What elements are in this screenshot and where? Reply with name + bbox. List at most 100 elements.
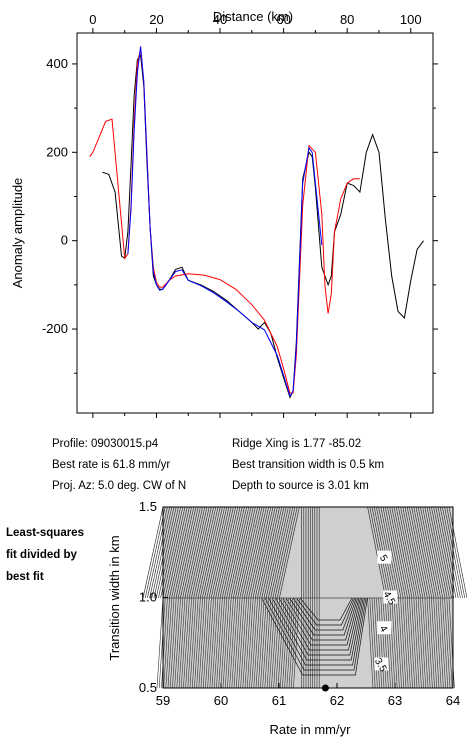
contour-line xyxy=(279,506,300,599)
contour-line xyxy=(226,506,247,599)
contour-line xyxy=(253,597,261,689)
contour-line xyxy=(207,597,214,689)
contour-line xyxy=(259,506,280,599)
contour-line xyxy=(285,597,358,641)
contour-line xyxy=(387,597,394,689)
contour-line xyxy=(292,597,356,631)
contour-line xyxy=(271,597,364,661)
contour-line xyxy=(435,597,442,689)
contour-line xyxy=(289,597,357,636)
x-tick-label: 62 xyxy=(330,693,344,708)
contour-line xyxy=(194,597,201,689)
proj-az-text: Proj. Az: 5.0 deg. CW of N xyxy=(52,480,187,492)
contour-line xyxy=(273,597,280,689)
bottom-x-ticks: 59 60 61 62 63 64 xyxy=(156,683,460,708)
top-y-axis-title: Anomaly amplitude xyxy=(10,178,25,289)
contour-line xyxy=(257,506,278,599)
best-fit-marker xyxy=(321,684,329,692)
contour-line xyxy=(406,506,426,599)
contour-line xyxy=(426,597,433,689)
contour-line xyxy=(171,506,192,599)
side-label-line-3: best fit xyxy=(6,571,44,583)
y-tick-label: 200 xyxy=(46,144,68,159)
contour-line xyxy=(296,597,354,626)
contour-line xyxy=(160,506,181,599)
contour-line xyxy=(265,506,287,599)
contour-line xyxy=(182,506,203,599)
contour-line xyxy=(261,506,283,599)
contour-label-bg xyxy=(383,590,398,604)
contour-line xyxy=(197,506,219,599)
contour-line xyxy=(431,506,450,599)
x-tick-label: 61 xyxy=(272,693,286,708)
contour-line xyxy=(411,506,430,599)
contour-line xyxy=(384,506,404,599)
contour-line xyxy=(277,597,285,689)
contour-line xyxy=(422,597,429,689)
contour-line xyxy=(404,506,424,599)
contour-line xyxy=(409,506,428,599)
bottom-y-ticks: 0.5 1.0 1.5 xyxy=(139,499,168,695)
contour-line xyxy=(395,506,415,599)
contour-line xyxy=(246,506,267,599)
contour-line xyxy=(376,597,383,689)
contour-line xyxy=(147,506,168,599)
contour-line xyxy=(439,506,459,599)
contour-line xyxy=(417,597,424,689)
top-x-ticks: 0 20 40 60 80 100 xyxy=(89,12,422,418)
side-label: Least-squares fit divided by best fit xyxy=(6,522,106,588)
contour-line xyxy=(235,506,256,599)
contour-line xyxy=(205,597,212,689)
contour-line xyxy=(175,506,197,599)
contour-line xyxy=(442,597,449,689)
y-tick-label: 400 xyxy=(46,56,68,71)
contour-line xyxy=(420,597,427,689)
contour-line xyxy=(402,597,409,689)
contour-line xyxy=(389,597,396,689)
contour-line xyxy=(206,506,228,599)
contour-line xyxy=(153,506,175,599)
contour-line xyxy=(151,506,173,599)
contour-line xyxy=(177,506,199,599)
contour-line xyxy=(178,597,186,689)
best-transition-text: Best transition width is 0.5 km xyxy=(232,459,385,471)
contour-line xyxy=(398,506,417,599)
contour-line xyxy=(242,597,250,689)
contour-line xyxy=(229,597,236,689)
contour-line xyxy=(411,597,418,689)
contour-line xyxy=(282,597,360,646)
contour-line xyxy=(218,597,225,689)
contour-line xyxy=(262,597,269,689)
contour-line xyxy=(202,506,223,599)
contour-line xyxy=(165,597,173,689)
contour-line xyxy=(191,506,212,599)
contour-line xyxy=(155,506,177,599)
contour-line xyxy=(243,506,265,599)
contour-line xyxy=(426,506,446,599)
contour-line xyxy=(221,506,243,599)
contour-line xyxy=(415,597,422,689)
contour-line xyxy=(389,506,408,599)
contour-line xyxy=(252,506,274,599)
contour-line xyxy=(448,506,467,599)
contour-label: 5 xyxy=(377,553,390,564)
best-rate-text: Best rate is 61.8 mm/yr xyxy=(52,459,171,471)
contour-line xyxy=(268,597,276,689)
contour-line xyxy=(187,597,195,689)
contour-line xyxy=(274,506,296,599)
contour-line xyxy=(228,506,250,599)
contour-line xyxy=(161,597,168,689)
x-tick-label: 60 xyxy=(276,12,290,27)
contour-line xyxy=(417,506,437,599)
x-tick-label: 80 xyxy=(340,12,354,27)
x-tick-label: 40 xyxy=(213,12,227,27)
top-plot-frame xyxy=(76,32,434,414)
contour-line xyxy=(413,506,433,599)
contour-line xyxy=(240,597,247,689)
contour-line xyxy=(393,506,413,599)
contour-line xyxy=(162,506,184,599)
top-x-axis-title: Distance (km) xyxy=(213,9,293,24)
contour-line xyxy=(185,597,192,689)
contour-line xyxy=(276,506,298,599)
contour-line xyxy=(391,597,398,689)
